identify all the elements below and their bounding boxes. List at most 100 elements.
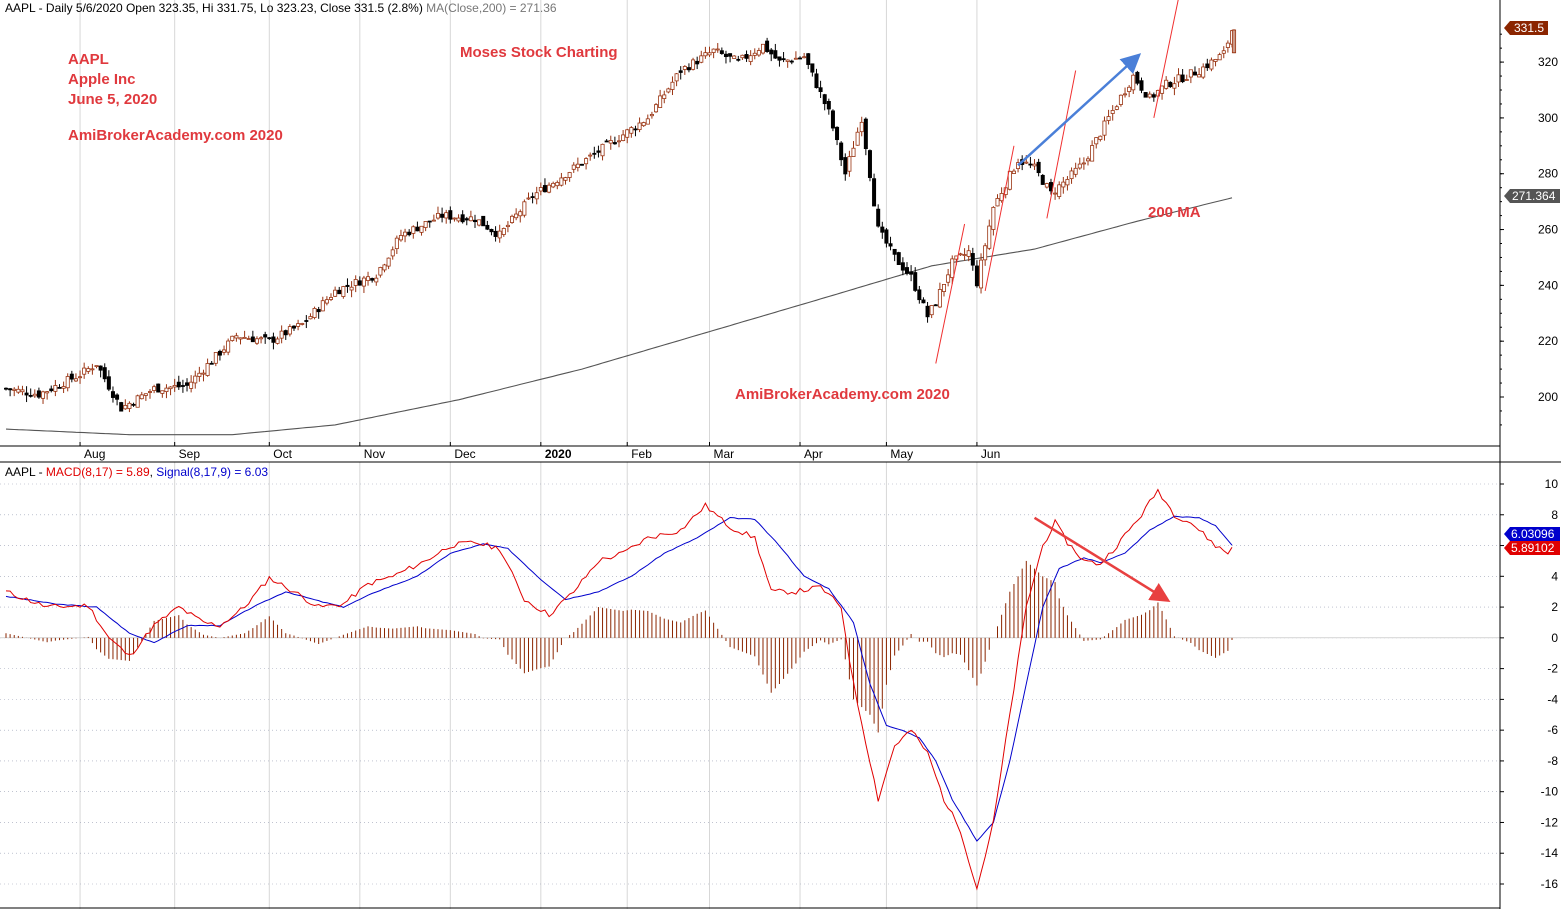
- candle-body: [851, 147, 856, 157]
- candle-body: [1135, 71, 1140, 84]
- candle-body: [662, 94, 667, 99]
- note-date: June 5, 2020: [68, 91, 157, 108]
- candle-body: [818, 87, 823, 93]
- divergence-arrow: [1033, 516, 1171, 603]
- candle-body: [1176, 74, 1181, 83]
- candle-body: [592, 152, 597, 155]
- candle-body: [1053, 192, 1058, 195]
- candle-body: [259, 337, 264, 340]
- candle-body: [423, 220, 428, 228]
- candle-body: [892, 248, 897, 255]
- trendline-april: [984, 145, 1015, 292]
- candle-body: [699, 55, 704, 63]
- candle-body: [1098, 135, 1103, 140]
- candle-body: [271, 336, 276, 343]
- candle-body: [608, 140, 613, 144]
- last-close-value: 331.5: [1514, 21, 1544, 35]
- candle-body: [36, 390, 41, 398]
- macd-header-signal: Signal(8,17,9) = 6.03: [156, 465, 268, 479]
- candle-body: [8, 388, 13, 391]
- candle-body: [802, 56, 807, 59]
- candle-body: [98, 365, 103, 371]
- candle-body: [304, 320, 309, 322]
- candle-body: [649, 114, 654, 117]
- candle-body: [275, 338, 280, 344]
- candle-body: [909, 271, 914, 275]
- candle-body: [1118, 94, 1123, 105]
- candle-body: [588, 154, 593, 157]
- header-ohlc: - Daily 5/6/2020 Open 323.35, Hi 331.75,…: [35, 1, 423, 15]
- candle-body: [213, 352, 218, 364]
- candle-body: [806, 53, 811, 65]
- candle-body: [1143, 92, 1148, 98]
- candle-body: [571, 164, 576, 170]
- note-watermark-2: AmiBrokerAcademy.com 2020: [735, 386, 950, 403]
- candle-body: [859, 121, 864, 133]
- candle-body: [547, 184, 552, 193]
- candle-body: [950, 258, 955, 278]
- candle-body: [510, 215, 515, 223]
- candle-body: [238, 337, 243, 340]
- note-center-title: Moses Stock Charting: [460, 44, 618, 61]
- candle-body: [1221, 50, 1226, 54]
- candle-body: [86, 368, 91, 372]
- candle-body: [1168, 81, 1173, 88]
- candle-body: [1032, 163, 1037, 167]
- macd-tick-label: 8: [1551, 508, 1558, 522]
- candle-body: [156, 383, 161, 393]
- candle-body: [407, 231, 412, 236]
- candle-body: [349, 286, 354, 291]
- candle-body: [242, 336, 247, 339]
- candle-body: [958, 253, 963, 256]
- candle-body: [366, 276, 371, 281]
- price-tick-label: 280: [1538, 167, 1558, 181]
- candle-body: [1028, 163, 1033, 166]
- candle-body: [205, 363, 210, 376]
- month-label: Jun: [981, 447, 1000, 461]
- candle-body: [230, 335, 235, 341]
- candle-body: [621, 134, 626, 141]
- candle-body: [160, 390, 165, 394]
- candle-body: [460, 214, 465, 223]
- candle-body: [1102, 120, 1107, 136]
- header-symbol: AAPL: [5, 1, 36, 15]
- candle-body: [534, 192, 539, 200]
- candle-body: [748, 55, 753, 62]
- candle-body: [115, 394, 120, 400]
- candle-body: [1024, 161, 1029, 164]
- macd-histogram: [0, 560, 1500, 733]
- candle-body: [353, 279, 358, 286]
- candle-body: [1011, 170, 1016, 174]
- month-label: Dec: [454, 447, 475, 461]
- price-tick-label: 260: [1538, 223, 1558, 237]
- candle-body: [1160, 85, 1165, 94]
- ma-200-path: [5, 197, 1233, 436]
- candle-body: [781, 58, 786, 61]
- candle-body: [604, 140, 609, 143]
- ma-value-badge: 271.364: [1504, 189, 1560, 203]
- macd-tick-label: -4: [1547, 692, 1558, 706]
- candle-body: [1123, 93, 1128, 96]
- candle-body: [1077, 163, 1082, 169]
- candle-body: [1073, 167, 1078, 175]
- candle-body: [378, 267, 383, 276]
- candle-body: [1192, 71, 1197, 76]
- candle-body: [440, 213, 445, 218]
- candle-body: [1007, 170, 1012, 190]
- candle-body: [435, 212, 440, 219]
- candle-body: [143, 393, 148, 396]
- note-watermark: AmiBrokerAcademy.com 2020: [68, 127, 283, 144]
- candle-body: [370, 278, 375, 281]
- candle-body: [575, 163, 580, 168]
- candle-body: [176, 381, 181, 388]
- candle-body: [147, 391, 152, 393]
- candle-body: [773, 50, 778, 59]
- candle-body: [1040, 174, 1045, 185]
- candle-body: [863, 118, 868, 150]
- candle-body: [485, 224, 490, 230]
- candle-body: [1164, 79, 1169, 89]
- candle-body: [760, 43, 765, 54]
- candle-body: [1139, 80, 1144, 91]
- candle-body: [629, 127, 634, 134]
